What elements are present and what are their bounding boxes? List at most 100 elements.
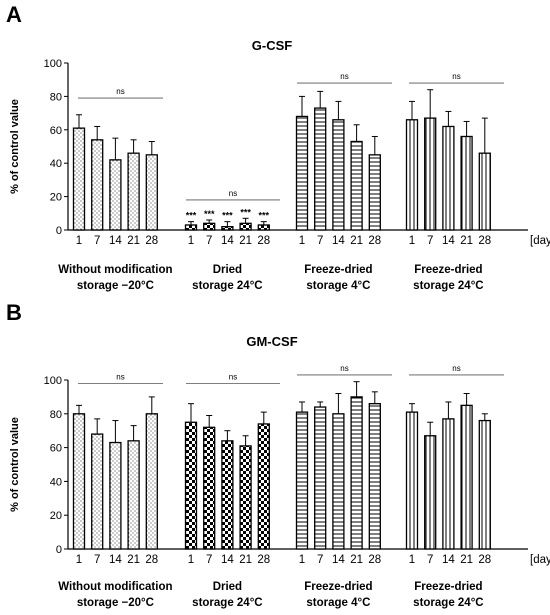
y-tick-label: 60: [50, 125, 62, 137]
y-tick-label: 80: [50, 409, 62, 421]
bar: [405, 411, 419, 550]
x-tick-label: 7: [206, 554, 212, 566]
bar: [332, 413, 345, 550]
bar: [295, 115, 309, 231]
group-label-line2: storage 24°C: [413, 597, 483, 609]
bracket-label: ns: [116, 372, 124, 381]
x-tick-label: 28: [478, 235, 491, 247]
bar: [350, 140, 363, 231]
y-tick-label: 0: [56, 225, 62, 237]
x-tick-label: 28: [368, 235, 381, 247]
x-tick-label: 14: [332, 235, 345, 247]
significance-label: ***: [186, 211, 197, 221]
bracket-label: ns: [340, 364, 348, 373]
bar: [442, 418, 455, 550]
group-label-line1: Dried: [213, 264, 242, 276]
x-tick-label: 7: [94, 235, 100, 247]
bracket-label: ns: [229, 372, 237, 381]
bar: [424, 117, 437, 231]
bar: [127, 152, 140, 231]
group-label-line1: Freeze-dried: [304, 581, 372, 593]
bar: [405, 119, 419, 231]
x-tick-label: 1: [299, 235, 305, 247]
y-tick-label: 100: [44, 58, 62, 70]
bar: [72, 413, 86, 550]
x-tick-label: 1: [409, 235, 415, 247]
x-tick-label: 28: [145, 235, 158, 247]
bar: [203, 426, 216, 550]
x-tick-label: 14: [332, 554, 345, 566]
bar: [368, 403, 381, 550]
group-label-line2: storage −20°C: [77, 280, 154, 292]
group-label-line2: storage −20°C: [77, 597, 154, 609]
x-tick-label: 1: [299, 554, 305, 566]
bar: [145, 154, 158, 231]
y-axis-label: % of control value: [9, 417, 21, 512]
group-label-line1: Without modification: [58, 264, 172, 276]
group-label-line2: storage 24°C: [192, 597, 262, 609]
x-tick-label: 28: [257, 235, 270, 247]
bar: [257, 224, 270, 231]
bar: [424, 435, 437, 550]
x-tick-label: 21: [127, 554, 140, 566]
x-tick-label: 14: [221, 235, 234, 247]
bar: [257, 423, 270, 550]
bar: [127, 440, 140, 550]
x-tick-label: 1: [188, 235, 194, 247]
group-label-line2: storage 24°C: [192, 280, 262, 292]
bar: [350, 396, 363, 550]
x-tick-label: 28: [478, 554, 491, 566]
bar: [368, 154, 381, 231]
panel-b-letter: B: [6, 300, 22, 325]
group-label-line2: storage 4°C: [306, 280, 370, 292]
group-label-line1: Freeze-dried: [414, 264, 482, 276]
group-label-line1: Freeze-dried: [414, 581, 482, 593]
x-tick-label: 28: [368, 554, 381, 566]
x-tick-label: 7: [206, 235, 212, 247]
x-tick-label: 1: [76, 554, 82, 566]
x-tick-label: 14: [109, 554, 122, 566]
group-label-line1: Without modification: [58, 581, 172, 593]
x-tick-label: 14: [221, 554, 234, 566]
bar: [314, 107, 327, 231]
x-tick-label: 21: [239, 554, 252, 566]
bar: [314, 406, 327, 550]
y-axis-label: % of control value: [9, 99, 21, 194]
bar: [221, 440, 234, 550]
bracket-label: ns: [229, 189, 237, 198]
x-tick-label: 14: [442, 235, 455, 247]
x-tick-label: 1: [188, 554, 194, 566]
x-tick-label: 1: [409, 554, 415, 566]
group-label-line2: storage 4°C: [306, 597, 370, 609]
x-tick-label: 21: [239, 235, 252, 247]
y-tick-label: 20: [50, 192, 62, 204]
significance-label: ***: [222, 211, 233, 221]
bar: [221, 226, 234, 231]
significance-label: ***: [259, 211, 270, 221]
y-tick-label: 40: [50, 158, 62, 170]
group-label-line2: storage 24°C: [413, 280, 483, 292]
bar: [72, 127, 86, 231]
x-unit-label: [days]: [530, 554, 550, 566]
x-tick-label: 21: [350, 235, 363, 247]
significance-label: ***: [204, 209, 215, 219]
bar: [478, 419, 491, 550]
x-tick-label: 28: [257, 554, 270, 566]
x-tick-label: 21: [460, 235, 473, 247]
x-tick-label: 21: [460, 554, 473, 566]
x-tick-label: 7: [317, 554, 323, 566]
bar: [478, 152, 491, 231]
x-tick-label: 14: [109, 235, 122, 247]
y-tick-label: 80: [50, 91, 62, 103]
x-tick-label: 7: [94, 554, 100, 566]
bracket-label: ns: [452, 364, 460, 373]
x-tick-label: 7: [317, 235, 323, 247]
significance-label: ***: [240, 207, 251, 217]
bar: [295, 411, 309, 550]
y-tick-label: 60: [50, 443, 62, 455]
y-tick-label: 0: [56, 544, 62, 556]
x-tick-label: 7: [427, 554, 433, 566]
x-tick-label: 1: [76, 235, 82, 247]
x-tick-label: 14: [442, 554, 455, 566]
